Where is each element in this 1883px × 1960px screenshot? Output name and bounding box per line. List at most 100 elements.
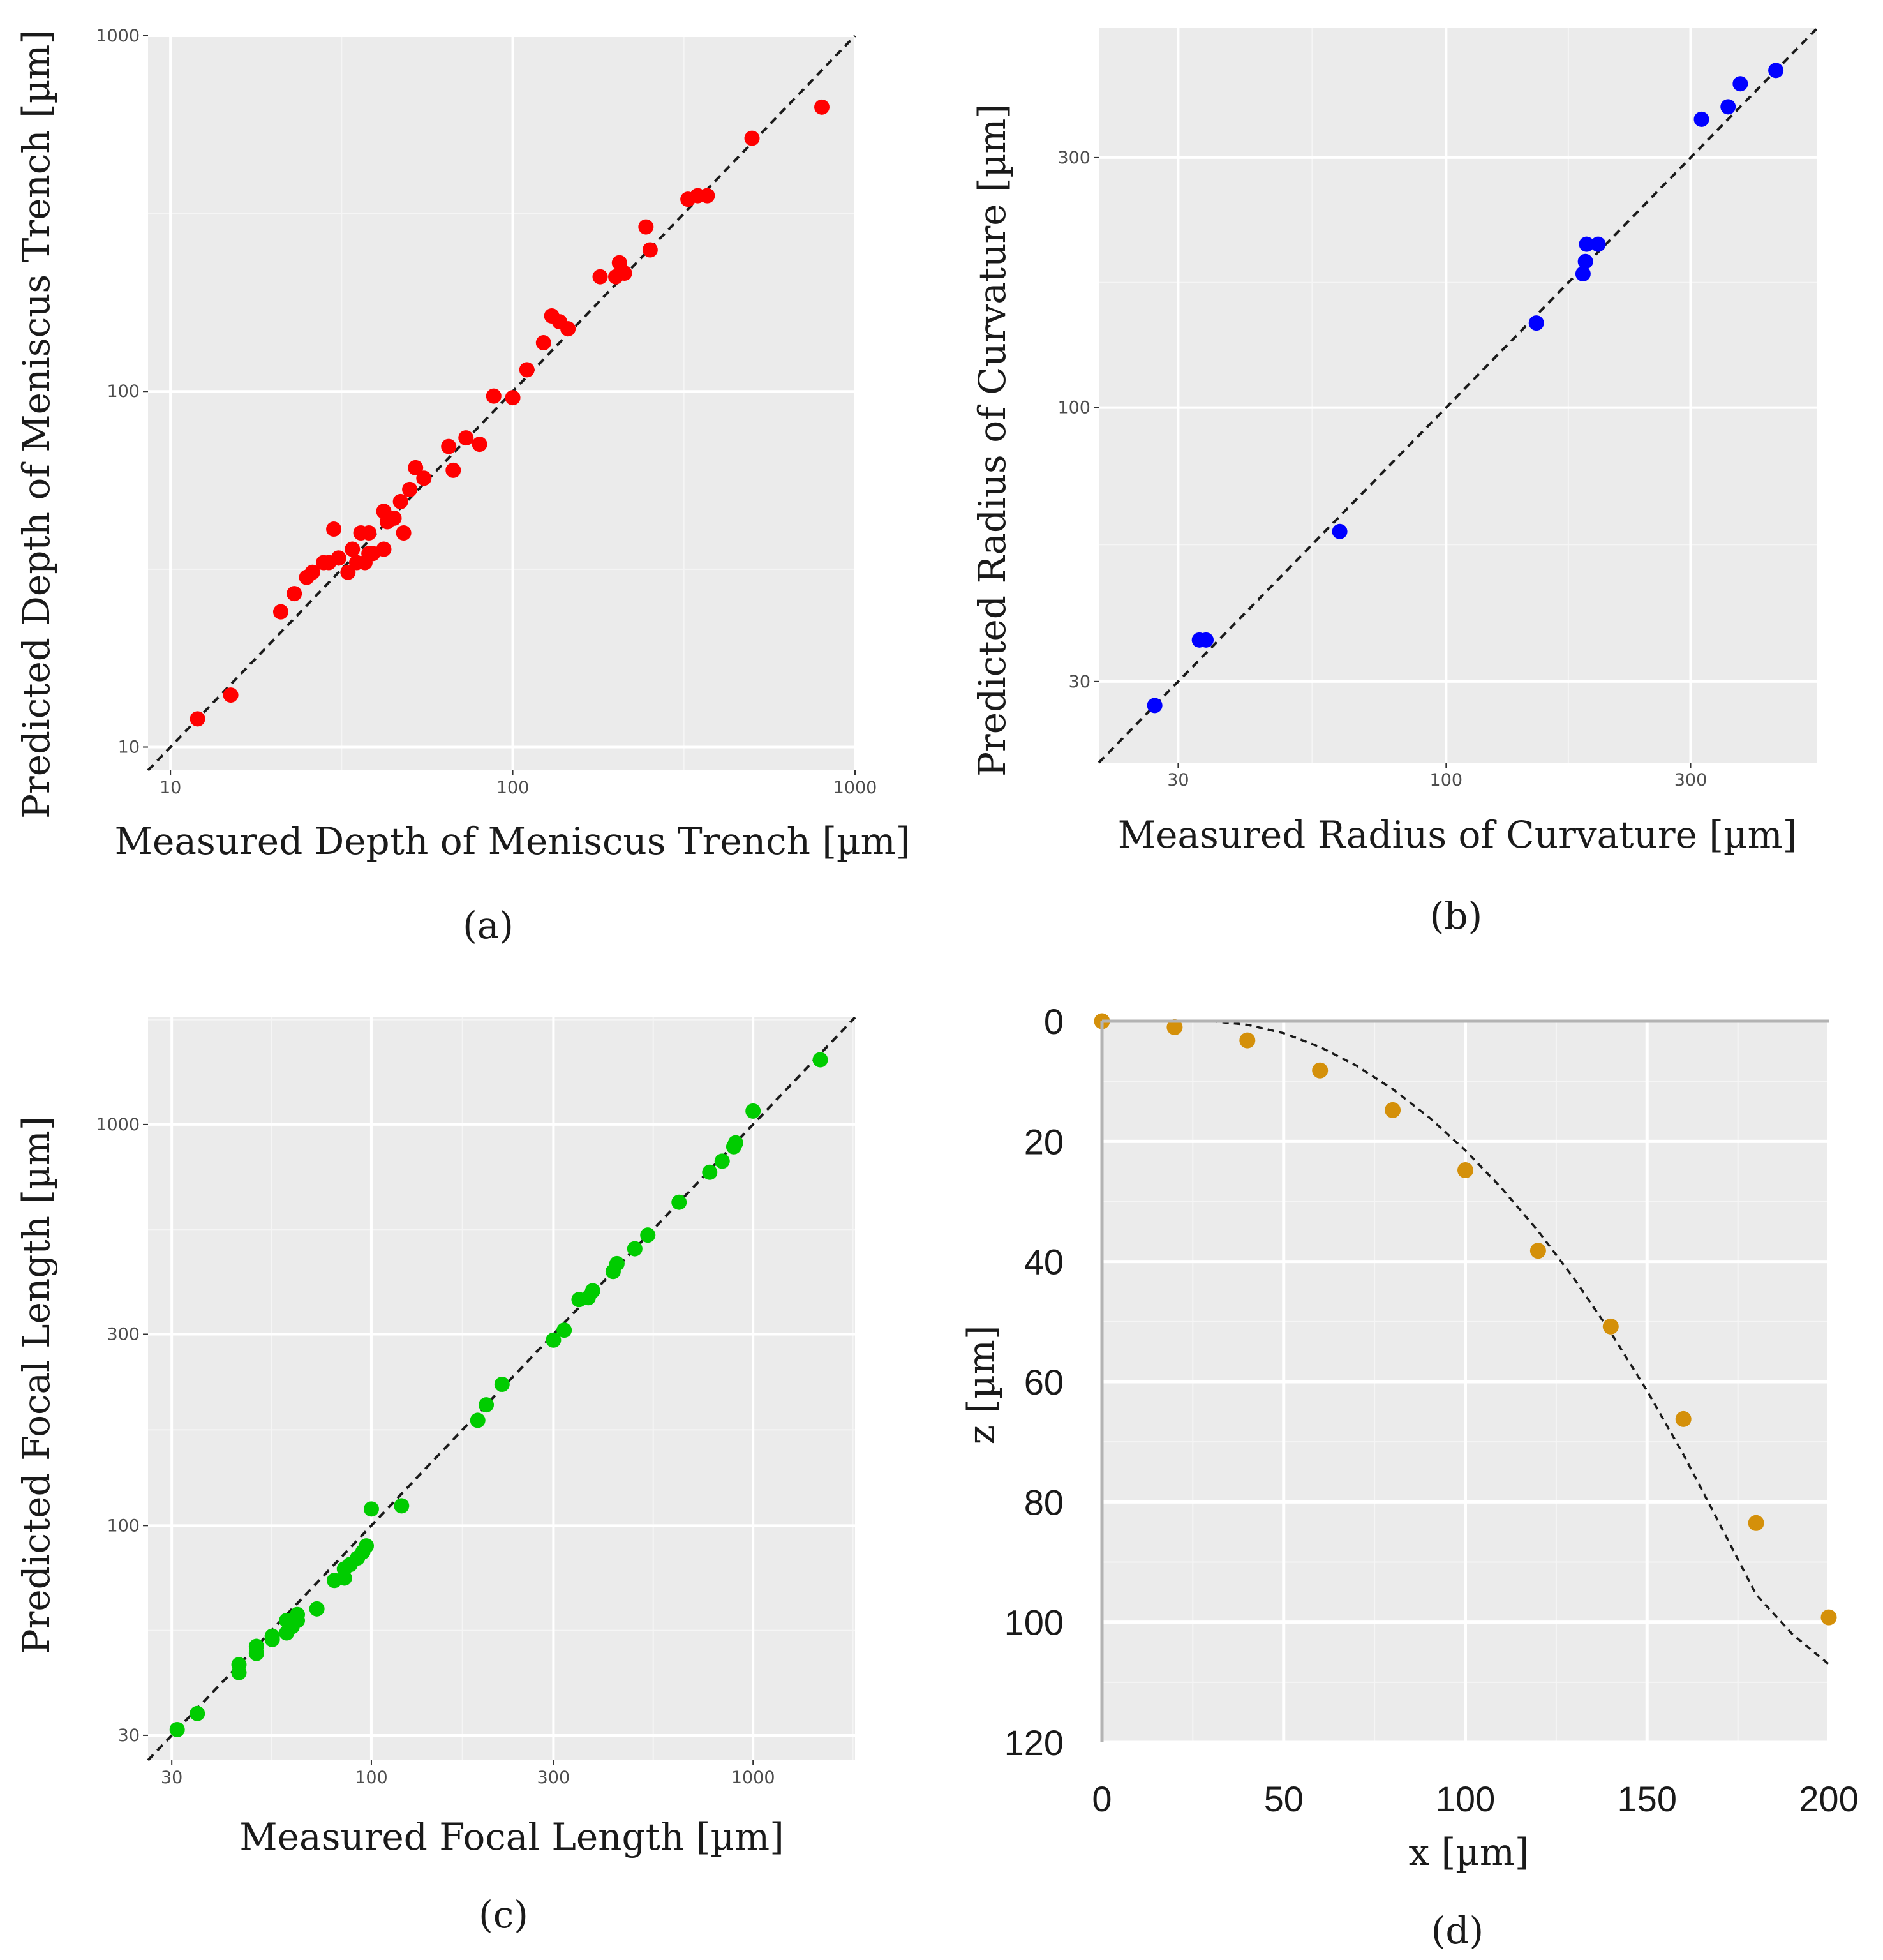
data-point (248, 1638, 264, 1654)
reference-line-y-equals-x (147, 34, 856, 772)
data-point (1457, 1162, 1473, 1179)
data-point (1602, 1318, 1619, 1335)
data-point (1529, 1243, 1546, 1259)
data-point (231, 1657, 247, 1673)
panel-d-y-axis-title: z [µm] (960, 1326, 1003, 1445)
data-point (1198, 632, 1214, 648)
data-point (1332, 523, 1348, 539)
data-point (359, 1538, 375, 1554)
data-point (479, 1397, 495, 1413)
data-point (1528, 315, 1544, 331)
x-tick-label: 1000 (731, 1768, 775, 1788)
reference-line-y-equals-x (1098, 27, 1819, 764)
data-point (1312, 1062, 1329, 1079)
data-point (642, 242, 658, 258)
x-tick-label: 10 (160, 778, 181, 798)
panel-d-label: (d) (1431, 1909, 1484, 1952)
data-point (1732, 76, 1748, 92)
panel-a: 10 100 1000 10 100 1000 Measured Depth of Men… (15, 26, 910, 947)
data-point (1577, 253, 1593, 269)
data-point (1748, 1515, 1764, 1531)
data-point (402, 481, 418, 497)
data-point (1166, 1019, 1183, 1035)
x-tick-label: 100 (1436, 1779, 1495, 1819)
x-tick-label: 50 (1264, 1779, 1304, 1819)
data-point (394, 1498, 410, 1514)
panel-a-x-axis-title: Measured Depth of Meniscus Trench [µm] (115, 819, 911, 863)
data-point (1385, 1102, 1401, 1118)
data-point (1820, 1609, 1837, 1626)
y-tick-label: 300 (107, 1325, 140, 1345)
panel-c: 30 100 300 1000 30 100 300 1000 Measured Focal … (15, 1016, 856, 1936)
y-tick-label: 1000 (96, 1115, 140, 1135)
data-point (702, 1164, 718, 1180)
data-point (396, 525, 412, 541)
data-point (627, 1241, 643, 1257)
data-point (546, 1332, 562, 1348)
y-tick-label: 120 (1004, 1723, 1064, 1763)
y-tick-label: 300 (1057, 148, 1090, 168)
panel-b-x-axis-title: Measured Radius of Curvature [µm] (1118, 813, 1797, 857)
y-tick-label: 100 (1004, 1603, 1064, 1643)
data-point (535, 335, 551, 351)
panel-b-y-axis-title: Predicted Radius of Curvature [µm] (971, 104, 1014, 777)
y-tick-label: 0 (1044, 1001, 1064, 1042)
data-point (470, 1412, 486, 1428)
data-point (1147, 698, 1163, 714)
y-tick-label: 100 (1057, 398, 1090, 418)
x-tick-label: 150 (1618, 1779, 1677, 1819)
x-tick-label: 300 (537, 1768, 570, 1788)
data-point (1579, 236, 1595, 252)
data-point (556, 1322, 572, 1338)
data-point (1768, 63, 1784, 79)
panel-b: 30 100 300 30 100 300 Measured Radius of Curv… (971, 27, 1819, 938)
data-point (441, 438, 457, 454)
panel-d: 0 50 100 150 200 0 20 40 60 80 100 120 x [µm] z [µm… (960, 1001, 1859, 1952)
data-point (408, 460, 424, 475)
data-point (638, 219, 654, 235)
data-point (1675, 1410, 1692, 1427)
y-tick-label: 1000 (96, 26, 140, 46)
data-point (560, 321, 576, 337)
data-point (1720, 99, 1736, 115)
data-point (416, 470, 432, 486)
data-point (1575, 266, 1591, 282)
data-point (486, 388, 502, 404)
x-tick-label: 0 (1092, 1779, 1112, 1819)
x-tick-label: 100 (1430, 770, 1463, 790)
data-point (494, 1377, 510, 1393)
panel-a-y-axis-title: Predicted Depth of Meniscus Trench [µm] (15, 30, 58, 819)
data-point (190, 1705, 205, 1721)
data-point (264, 1628, 280, 1644)
data-point (616, 265, 632, 281)
data-point (505, 390, 521, 406)
x-tick-label: 30 (161, 1768, 182, 1788)
x-tick-label: 300 (1674, 770, 1708, 790)
data-point (1693, 111, 1709, 127)
data-point (744, 130, 760, 146)
data-point (1590, 236, 1606, 252)
data-point (745, 1103, 761, 1119)
data-point (392, 493, 408, 509)
panel-a-label: (a) (463, 904, 514, 947)
data-point (640, 1227, 656, 1243)
y-tick-label: 30 (1069, 672, 1090, 692)
data-point (361, 525, 377, 541)
panel-c-x-axis-title: Measured Focal Length [µm] (239, 1815, 784, 1859)
data-point (727, 1135, 743, 1151)
data-point (671, 1194, 687, 1210)
y-tick-label: 60 (1024, 1362, 1064, 1402)
data-point (304, 564, 320, 580)
data-point (309, 1601, 325, 1617)
y-tick-label: 30 (118, 1726, 140, 1746)
fit-curve (1210, 1020, 1830, 1665)
x-tick-label: 30 (1167, 770, 1189, 790)
x-tick-label: 100 (496, 778, 530, 798)
data-point (386, 510, 402, 526)
panel-d-x-axis-title: x [µm] (1408, 1830, 1529, 1874)
y-tick-label: 10 (118, 737, 140, 757)
y-tick-label: 40 (1024, 1242, 1064, 1282)
data-point (345, 541, 361, 557)
x-tick-label: 200 (1799, 1779, 1858, 1819)
data-point (445, 462, 461, 478)
